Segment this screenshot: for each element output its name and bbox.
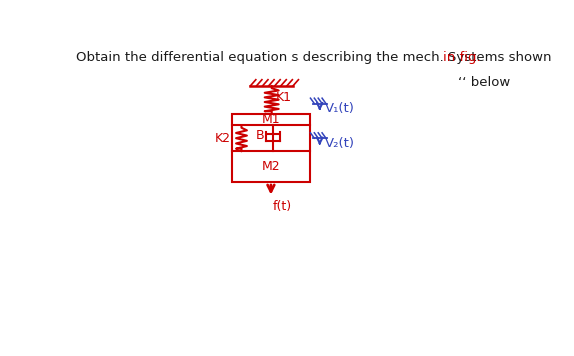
Text: f(t): f(t) <box>273 200 292 213</box>
Text: B: B <box>255 129 264 142</box>
Text: K2: K2 <box>215 132 231 145</box>
Text: M1: M1 <box>262 113 280 126</box>
Bar <box>232 151 310 182</box>
Text: V₂(t): V₂(t) <box>324 137 354 150</box>
Bar <box>232 114 310 125</box>
Text: V₁(t): V₁(t) <box>324 102 354 115</box>
Text: ‘‘ below: ‘‘ below <box>457 75 510 89</box>
Text: M2: M2 <box>262 160 280 173</box>
Text: Obtain the differential equation s describing the mech. Systems shown: Obtain the differential equation s descr… <box>76 51 556 64</box>
Text: K1: K1 <box>276 91 292 104</box>
Text: in fig.: in fig. <box>443 51 481 64</box>
